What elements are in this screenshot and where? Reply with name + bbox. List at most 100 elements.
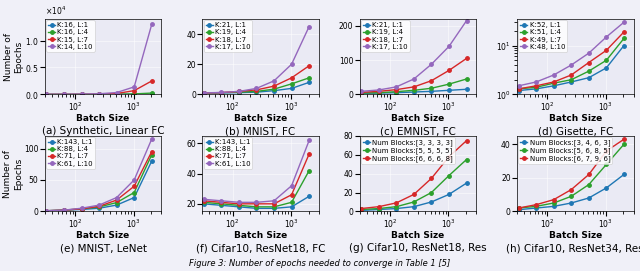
K:88, L:4	[218, 202, 225, 205]
Line: Num Blocks:[6, 7, 9, 6]: Num Blocks:[6, 7, 9, 6]	[517, 138, 626, 210]
K:49, L:7	[620, 30, 628, 34]
Line: K:19, L:4: K:19, L:4	[202, 76, 311, 95]
K:16, L:4	[60, 93, 68, 96]
K:19, L:4	[428, 87, 435, 90]
K:21, L:1	[235, 91, 243, 94]
K:143, L:1	[113, 204, 120, 207]
K:61, L:10	[200, 198, 207, 201]
X-axis label: Batch Size: Batch Size	[234, 231, 287, 240]
K:61, L:10	[253, 201, 260, 204]
Line: Num Blocks:[6, 6, 6, 8]: Num Blocks:[6, 6, 6, 8]	[360, 139, 468, 210]
K:16, L:1	[148, 93, 156, 96]
K:71, L:7	[131, 185, 138, 188]
Num Blocks:[3, 3, 3, 3]	[428, 200, 435, 204]
K:52, L:1	[602, 66, 610, 69]
K:16, L:1	[60, 93, 68, 96]
K:143, L:1	[288, 205, 296, 208]
K:51, L:4	[620, 37, 628, 40]
K:52, L:1	[532, 87, 540, 91]
K:71, L:7	[200, 199, 207, 202]
K:71, L:7	[288, 193, 296, 196]
Line: K:143, L:1: K:143, L:1	[45, 159, 154, 212]
K:17, L:10	[218, 91, 225, 94]
K:61, L:10	[148, 137, 156, 141]
Num Blocks:[3, 4, 6, 3]	[620, 173, 628, 176]
K:21, L:1	[200, 91, 207, 95]
K:51, L:4	[550, 82, 557, 85]
Num Blocks:[3, 4, 6, 3]	[568, 201, 575, 205]
Num Blocks:[5, 5, 5, 5]	[392, 205, 400, 208]
Line: K:52, L:1: K:52, L:1	[517, 44, 626, 92]
K:16, L:4	[113, 92, 120, 96]
K:17, L:10	[357, 90, 365, 93]
Y-axis label: Number of
Epochs: Number of Epochs	[4, 33, 24, 81]
Legend: K:143, L:1, K:88, L:4, K:71, L:7, K:61, L:10: K:143, L:1, K:88, L:4, K:71, L:7, K:61, …	[46, 137, 95, 169]
K:18, L:7	[463, 57, 470, 60]
Line: K:14, L:10: K:14, L:10	[45, 22, 154, 96]
Line: K:21, L:1: K:21, L:1	[202, 80, 311, 95]
K:143, L:1	[200, 202, 207, 205]
Line: K:71, L:7: K:71, L:7	[45, 150, 154, 212]
Y-axis label: Number of
Epochs: Number of Epochs	[3, 150, 22, 198]
Text: (d) Gisette, FC: (d) Gisette, FC	[538, 126, 613, 136]
Num Blocks:[6, 6, 6, 8]	[428, 177, 435, 180]
K:52, L:1	[620, 44, 628, 47]
K:21, L:1	[253, 91, 260, 94]
K:18, L:7	[200, 91, 207, 95]
Num Blocks:[5, 6, 8, 5]	[602, 163, 610, 166]
K:71, L:7	[253, 202, 260, 205]
K:17, L:10	[288, 63, 296, 66]
K:61, L:10	[60, 208, 68, 212]
K:16, L:4	[77, 93, 85, 96]
Num Blocks:[3, 4, 6, 3]	[532, 207, 540, 210]
K:14, L:10	[148, 23, 156, 26]
Legend: K:143, L:1, K:88, L:4, K:71, L:7, K:61, L:10: K:143, L:1, K:88, L:4, K:71, L:7, K:61, …	[204, 137, 252, 169]
K:14, L:10	[60, 93, 68, 96]
Text: (g) Cifar10, ResNet18, Res: (g) Cifar10, ResNet18, Res	[349, 243, 486, 253]
K:21, L:1	[428, 90, 435, 93]
K:16, L:4	[131, 92, 138, 95]
K:49, L:7	[568, 73, 575, 77]
K:143, L:1	[60, 208, 68, 212]
Num Blocks:[3, 3, 3, 3]	[445, 193, 453, 196]
K:18, L:7	[357, 91, 365, 94]
Legend: Num Blocks:[3, 3, 3, 3], Num Blocks:[5, 5, 5, 5], Num Blocks:[6, 6, 6, 8]: Num Blocks:[3, 3, 3, 3], Num Blocks:[5, …	[361, 137, 455, 164]
K:17, L:10	[428, 63, 435, 66]
K:143, L:1	[235, 205, 243, 208]
K:17, L:10	[270, 79, 278, 82]
Line: Num Blocks:[3, 3, 3, 3]: Num Blocks:[3, 3, 3, 3]	[360, 181, 468, 212]
Line: K:51, L:4: K:51, L:4	[517, 37, 626, 91]
Line: K:16, L:4: K:16, L:4	[45, 91, 154, 96]
K:61, L:10	[218, 199, 225, 202]
K:49, L:7	[602, 49, 610, 52]
K:15, L:7	[43, 93, 51, 96]
K:21, L:1	[463, 88, 470, 91]
K:19, L:4	[305, 76, 313, 79]
Num Blocks:[5, 5, 5, 5]	[445, 174, 453, 177]
Line: K:15, L:7: K:15, L:7	[45, 79, 154, 96]
K:21, L:1	[375, 91, 383, 95]
K:61, L:10	[305, 139, 313, 142]
K:48, L:10	[550, 73, 557, 77]
K:17, L:10	[463, 19, 470, 22]
K:18, L:7	[305, 64, 313, 67]
Num Blocks:[5, 5, 5, 5]	[410, 200, 418, 204]
K:88, L:4	[200, 201, 207, 204]
Line: K:19, L:4: K:19, L:4	[360, 77, 468, 95]
K:143, L:1	[77, 208, 85, 211]
K:17, L:10	[305, 25, 313, 28]
Num Blocks:[5, 5, 5, 5]	[375, 207, 383, 210]
K:21, L:1	[445, 89, 453, 92]
K:71, L:7	[235, 202, 243, 205]
K:16, L:1	[113, 93, 120, 96]
Num Blocks:[6, 7, 9, 6]	[568, 188, 575, 191]
K:18, L:7	[270, 85, 278, 88]
K:52, L:1	[568, 80, 575, 83]
K:48, L:10	[568, 63, 575, 67]
Num Blocks:[3, 4, 6, 3]	[602, 186, 610, 189]
K:17, L:10	[445, 45, 453, 48]
K:48, L:10	[620, 21, 628, 24]
Line: Num Blocks:[3, 4, 6, 3]: Num Blocks:[3, 4, 6, 3]	[517, 173, 626, 211]
Legend: K:16, L:1, K:16, L:4, K:15, L:7, K:14, L:10: K:16, L:1, K:16, L:4, K:15, L:7, K:14, L…	[46, 20, 95, 52]
K:51, L:4	[515, 87, 522, 91]
